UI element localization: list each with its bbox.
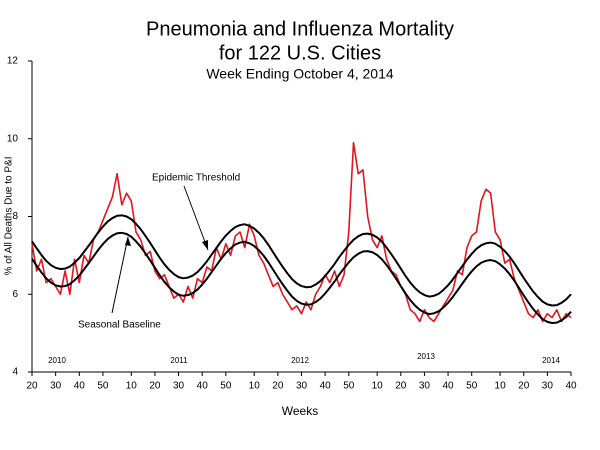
x-tick-label: 50 — [220, 381, 232, 392]
chart-title: for 122 U.S. Cities — [219, 42, 381, 64]
x-tick-label: 40 — [320, 381, 332, 392]
arrowhead — [202, 240, 208, 250]
x-tick-label: 20 — [272, 381, 284, 392]
x-tick-label: 40 — [443, 381, 455, 392]
annotation: Epidemic Threshold — [152, 173, 240, 184]
year-label: 2011 — [170, 356, 188, 365]
x-tick-label: 50 — [466, 381, 478, 392]
series-line — [31, 141, 572, 323]
x-axis-label: Weeks — [282, 404, 318, 418]
year-label: 2014 — [542, 356, 560, 365]
arrowhead — [125, 237, 131, 246]
x-tick-label: 20 — [395, 381, 407, 392]
x-tick-label: 30 — [50, 381, 62, 392]
x-tick-label: 20 — [26, 381, 38, 392]
x-tick-label: 10 — [372, 381, 384, 392]
y-axis-label: % of All Deaths Due to P&I — [4, 157, 15, 276]
x-tick-label: 10 — [126, 381, 138, 392]
chart-title: Pneumonia and Influenza Mortality — [146, 18, 454, 40]
x-tick-label: 20 — [518, 381, 530, 392]
x-tick-label: 30 — [296, 381, 308, 392]
series-line — [31, 231, 572, 325]
x-tick-label: 50 — [97, 381, 109, 392]
annotation-arrow — [183, 185, 209, 251]
x-tick-label: 20 — [149, 381, 161, 392]
y-tick-label: 10 — [7, 133, 19, 144]
y-tick-label: 4 — [12, 367, 18, 378]
x-tick-label: 10 — [249, 381, 261, 392]
x-tick-label: 30 — [542, 381, 554, 392]
year-label: 2013 — [417, 352, 435, 361]
year-label: 2010 — [48, 356, 66, 365]
x-tick-label: 30 — [173, 381, 185, 392]
year-label: 2012 — [291, 356, 309, 365]
y-tick-label: 6 — [12, 289, 18, 300]
x-tick-label: 40 — [565, 381, 577, 392]
annotation: Seasonal Baseline — [78, 320, 161, 331]
x-tick-label: 40 — [197, 381, 209, 392]
x-tick-label: 50 — [343, 381, 355, 392]
x-tick-label: 30 — [419, 381, 431, 392]
x-tick-label: 10 — [495, 381, 507, 392]
y-tick-label: 12 — [7, 56, 19, 67]
annotation-arrow — [111, 236, 129, 314]
y-tick-label: 8 — [12, 211, 18, 222]
x-tick-label: 40 — [74, 381, 86, 392]
series-line — [31, 214, 572, 307]
chart-subtitle: Week Ending October 4, 2014 — [206, 66, 394, 82]
